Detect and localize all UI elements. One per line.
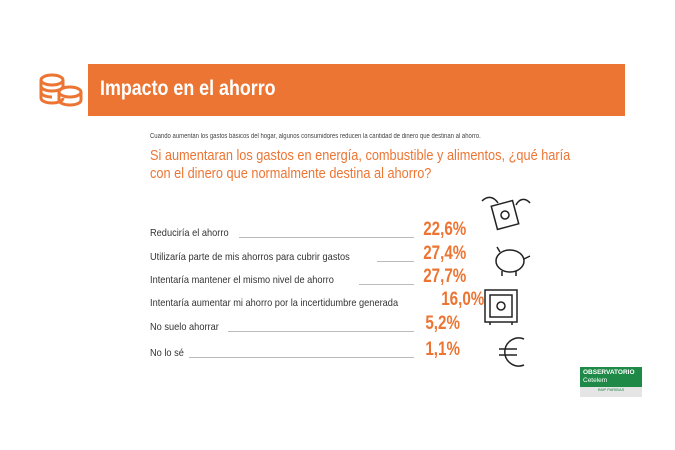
- euro-icon: [499, 337, 525, 367]
- logo-line2: Cetelem: [583, 377, 608, 384]
- result-row: Intentaría mantener el mismo nivel de ah…: [150, 266, 467, 288]
- row-value: 16,0%: [441, 289, 485, 310]
- flying-money-icon: [481, 196, 531, 231]
- result-row: Intentaría aumentar mi ahorro por la inc…: [150, 289, 484, 311]
- row-label: No lo sé: [150, 347, 184, 359]
- row-value: 27,7%: [423, 266, 467, 287]
- row-label: Utilizaría parte de mis ahorros para cub…: [150, 251, 350, 263]
- safe-icon: [484, 289, 518, 325]
- result-row: No suelo ahorrar 5,2%: [150, 313, 460, 335]
- row-value: 27,4%: [423, 243, 467, 264]
- row-value: 5,2%: [425, 313, 460, 334]
- logo-line1: OBSERVATORIO: [583, 369, 635, 376]
- row-value: 22,6%: [423, 219, 467, 240]
- row-label: Intentaría mantener el mismo nivel de ah…: [150, 274, 334, 286]
- row-value: 1,1%: [425, 339, 460, 360]
- row-label: No suelo ahorrar: [150, 321, 219, 333]
- result-row: Reduciría el ahorro 22,6%: [150, 219, 467, 241]
- row-label: Intentaría aumentar mi ahorro por la inc…: [150, 297, 399, 309]
- result-row: No lo sé 1,1%: [150, 339, 460, 361]
- logo-line3: BNP PARIBAS: [580, 387, 642, 397]
- observatorio-cetelem-logo: OBSERVATORIO Cetelem BNP PARIBAS: [580, 367, 642, 397]
- header-bar: Impacto en el ahorro: [88, 64, 625, 116]
- result-row: Utilizaría parte de mis ahorros para cub…: [150, 243, 467, 265]
- intro-text: Cuando aumentan los gastos básicos del h…: [150, 133, 481, 140]
- coins-icon: [39, 73, 83, 107]
- piggy-bank-icon: [495, 246, 531, 276]
- page-title: Impacto en el ahorro: [100, 77, 276, 100]
- row-label: Reduciría el ahorro: [150, 227, 229, 239]
- question-text: Si aumentaran los gastos en energía, com…: [150, 147, 571, 182]
